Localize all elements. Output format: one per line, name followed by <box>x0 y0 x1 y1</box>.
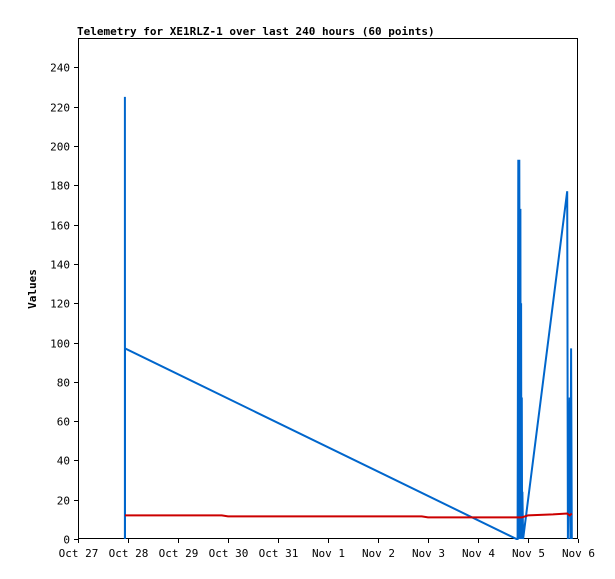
x-tick-label: Nov 1 <box>312 547 345 560</box>
y-tick-label: 0 <box>63 534 70 547</box>
x-tick-label: Nov 4 <box>462 547 495 560</box>
x-tick-label: Nov 6 <box>562 547 595 560</box>
plot-area <box>78 38 578 539</box>
x-axis: Oct 27 Oct 28 Oct 29 Oct 30 Oct 31 Nov 1 Nov 2… <box>59 539 595 560</box>
x-tick-label: Oct 30 <box>209 547 249 560</box>
x-tick-label: Nov 2 <box>362 547 395 560</box>
y-tick-label: 20 <box>57 495 70 508</box>
y-tick-label: 100 <box>50 338 70 351</box>
x-tick-label: Nov 3 <box>412 547 445 560</box>
x-tick-label: Oct 31 <box>259 547 299 560</box>
x-tick-label: Oct 28 <box>109 547 149 560</box>
y-tick-label: 180 <box>50 180 70 193</box>
x-tick-label: Oct 29 <box>159 547 199 560</box>
y-tick-label: 220 <box>50 102 70 115</box>
x-tick-label: Nov 5 <box>512 547 545 560</box>
y-tick-label: 80 <box>57 377 70 390</box>
y-tick-label: 40 <box>57 455 70 468</box>
series-2-line <box>125 512 573 519</box>
y-tick-label: 200 <box>50 141 70 154</box>
x-tick-label: Oct 27 <box>59 547 99 560</box>
series-layer <box>123 96 573 540</box>
y-tick-label: 60 <box>57 416 70 429</box>
series-1-line <box>123 96 573 540</box>
y-tick-label: 120 <box>50 298 70 311</box>
y-tick-label: 140 <box>50 259 70 272</box>
y-axis-label: Values <box>26 269 39 309</box>
chart-title: Telemetry for XE1RLZ-1 over last 240 hou… <box>77 25 435 38</box>
y-axis: 0 20 40 60 80 100 120 140 160 180 200 220 240 <box>50 62 78 547</box>
y-tick-label: 160 <box>50 220 70 233</box>
y-tick-label: 240 <box>50 62 70 75</box>
